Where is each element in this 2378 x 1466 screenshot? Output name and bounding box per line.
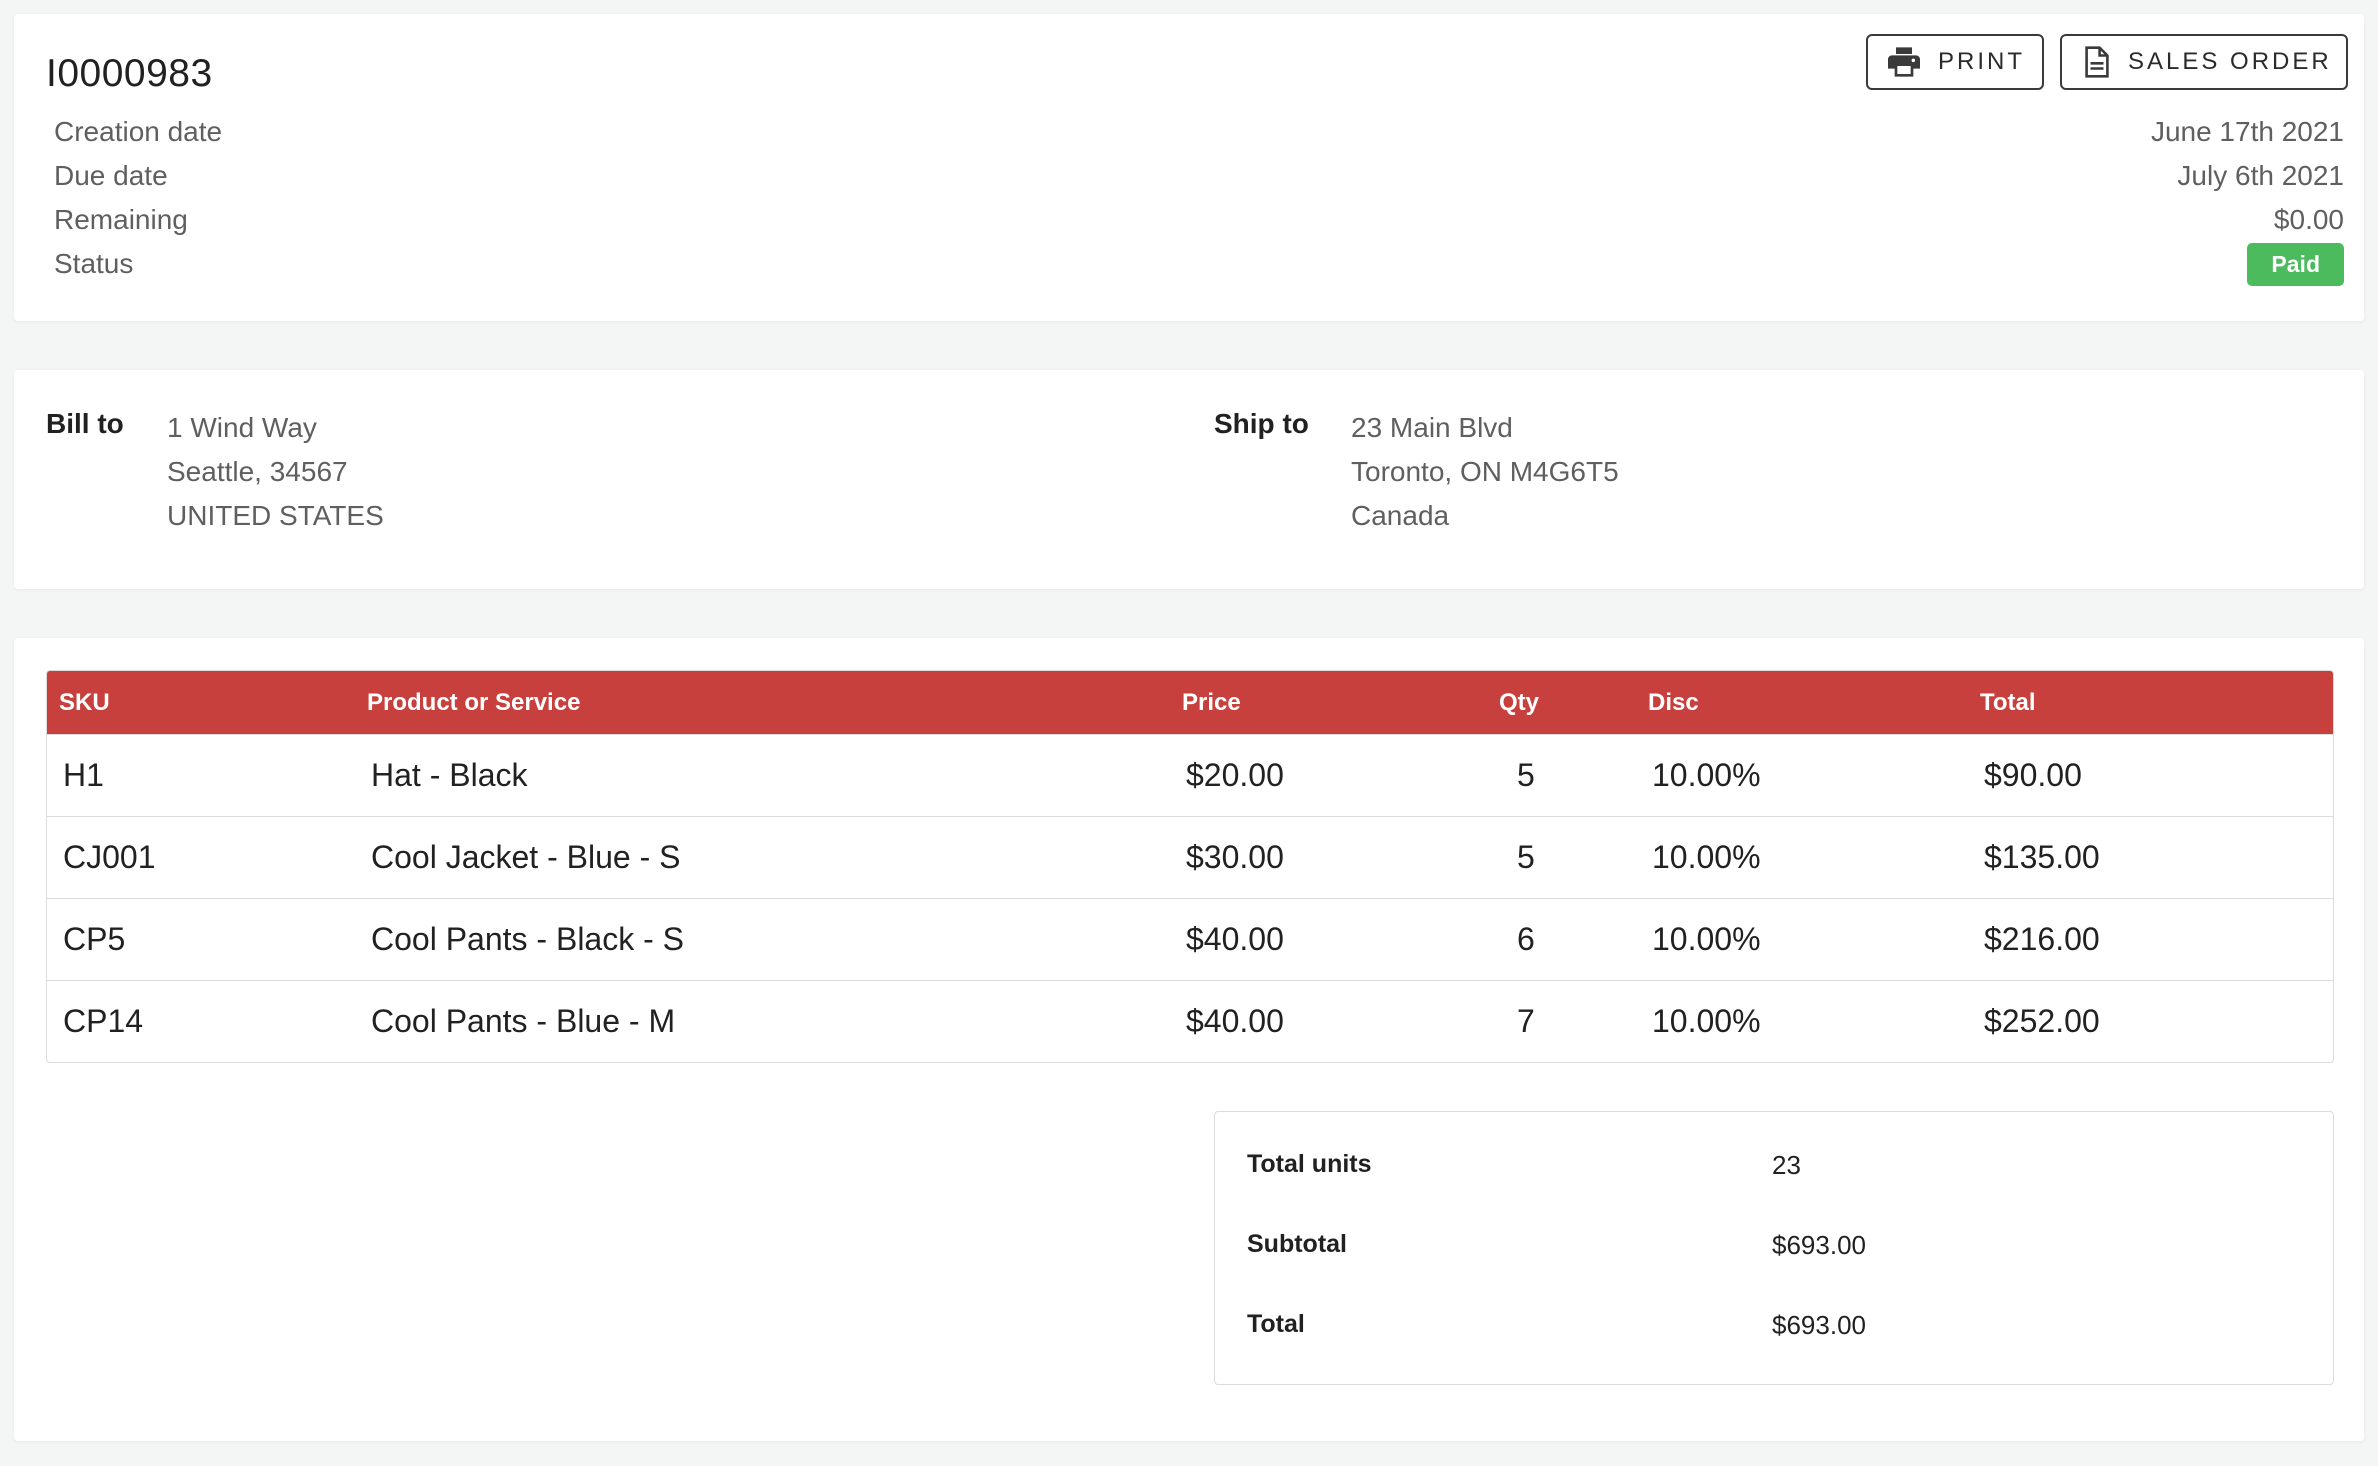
ship-to-address: 23 Main Blvd Toronto, ON M4G6T5 Canada	[1351, 406, 1619, 538]
summary-label: Total units	[1247, 1150, 1372, 1178]
column-header-product: Product or Service	[367, 689, 581, 716]
cell-price: $40.00	[1186, 921, 1284, 957]
column-header-qty: Qty	[1499, 689, 1540, 716]
meta-row-remaining: Remaining $0.00	[54, 198, 2344, 242]
summary-value: $693.00	[1772, 1310, 1866, 1340]
meta-value: $0.00	[2273, 204, 2344, 235]
table-row: CJ001 Cool Jacket - Blue - S $30.00 5 10…	[47, 816, 2333, 898]
cell-qty: 6	[1517, 921, 1535, 957]
cell-total: $216.00	[1984, 921, 2100, 957]
meta-label: Creation date	[54, 116, 223, 147]
summary-value: $693.00	[1772, 1230, 1866, 1260]
meta-label: Due date	[54, 160, 168, 191]
document-icon	[2085, 46, 2109, 78]
summary-row-total-units: Total units 23	[1247, 1150, 2307, 1190]
meta-row-creation-date: Creation date June 17th 2021	[54, 110, 2344, 154]
cell-disc: 10.00%	[1652, 757, 1761, 793]
address-line: Seattle, 34567	[167, 456, 348, 487]
line-items-table: SKU Product or Service Price Qty Disc To…	[46, 670, 2334, 1063]
summary-row-total: Total $693.00	[1247, 1310, 2307, 1350]
meta-row-due-date: Due date July 6th 2021	[54, 154, 2344, 198]
address-line: Toronto, ON M4G6T5	[1351, 456, 1619, 487]
print-button[interactable]: PRINT	[1866, 34, 2044, 90]
print-button-label: PRINT	[1938, 48, 2025, 75]
cell-disc: 10.00%	[1652, 921, 1761, 957]
status-badge: Paid	[2247, 242, 2344, 286]
address-line: 1 Wind Way	[167, 412, 317, 443]
cell-price: $30.00	[1186, 839, 1284, 875]
cell-qty: 5	[1517, 757, 1535, 793]
column-header-disc: Disc	[1648, 689, 1699, 716]
address-card: Bill to 1 Wind Way Seattle, 34567 UNITED…	[14, 370, 2364, 589]
address-line: 23 Main Blvd	[1351, 412, 1513, 443]
cell-total: $252.00	[1984, 1003, 2100, 1039]
totals-summary: Total units 23 Subtotal $693.00 Total $6…	[1214, 1111, 2334, 1385]
cell-product: Cool Pants - Black - S	[371, 921, 684, 957]
cell-disc: 10.00%	[1652, 839, 1761, 875]
summary-label: Subtotal	[1247, 1230, 1347, 1258]
bill-to-address: 1 Wind Way Seattle, 34567 UNITED STATES	[167, 406, 384, 538]
meta-label: Status	[54, 248, 134, 279]
meta-row-status: Status Paid	[54, 242, 2344, 286]
summary-row-subtotal: Subtotal $693.00	[1247, 1230, 2307, 1270]
cell-sku: CP5	[63, 921, 126, 957]
address-line: Canada	[1351, 500, 1450, 531]
address-line: UNITED STATES	[167, 500, 384, 531]
column-header-sku: SKU	[59, 689, 110, 716]
sales-order-button-label: SALES ORDER	[2128, 48, 2332, 75]
sales-order-button[interactable]: SALES ORDER	[2060, 34, 2348, 90]
cell-total: $135.00	[1984, 839, 2100, 875]
summary-value: 23	[1772, 1150, 1801, 1180]
table-header: SKU Product or Service Price Qty Disc To…	[47, 671, 2333, 734]
printer-icon	[1888, 47, 1920, 77]
meta-label: Remaining	[54, 204, 188, 235]
invoice-header-card: I0000983 PRINT SALES ORDER Creation date…	[14, 14, 2364, 321]
cell-sku: H1	[63, 757, 104, 793]
cell-price: $20.00	[1186, 757, 1284, 793]
column-header-total: Total	[1980, 689, 2036, 716]
cell-sku: CJ001	[63, 839, 156, 875]
cell-price: $40.00	[1186, 1003, 1284, 1039]
meta-value: July 6th 2021	[2177, 160, 2344, 191]
ship-to-label: Ship to	[1214, 408, 1309, 439]
column-header-price: Price	[1182, 689, 1241, 716]
cell-qty: 5	[1517, 839, 1535, 875]
cell-product: Cool Pants - Blue - M	[371, 1003, 676, 1039]
table-row: H1 Hat - Black $20.00 5 10.00% $90.00	[47, 734, 2333, 816]
bill-to-label: Bill to	[46, 408, 124, 439]
cell-sku: CP14	[63, 1003, 144, 1039]
invoice-number: I0000983	[46, 52, 213, 95]
meta-value: June 17th 2021	[2150, 116, 2344, 147]
line-items-card: SKU Product or Service Price Qty Disc To…	[14, 638, 2364, 1441]
cell-qty: 7	[1517, 1003, 1535, 1039]
cell-disc: 10.00%	[1652, 1003, 1761, 1039]
cell-product: Cool Jacket - Blue - S	[371, 839, 681, 875]
table-row: CP5 Cool Pants - Black - S $40.00 6 10.0…	[47, 898, 2333, 980]
cell-product: Hat - Black	[371, 757, 528, 793]
cell-total: $90.00	[1984, 757, 2082, 793]
table-row: CP14 Cool Pants - Blue - M $40.00 7 10.0…	[47, 980, 2333, 1062]
summary-label: Total	[1247, 1310, 1305, 1338]
